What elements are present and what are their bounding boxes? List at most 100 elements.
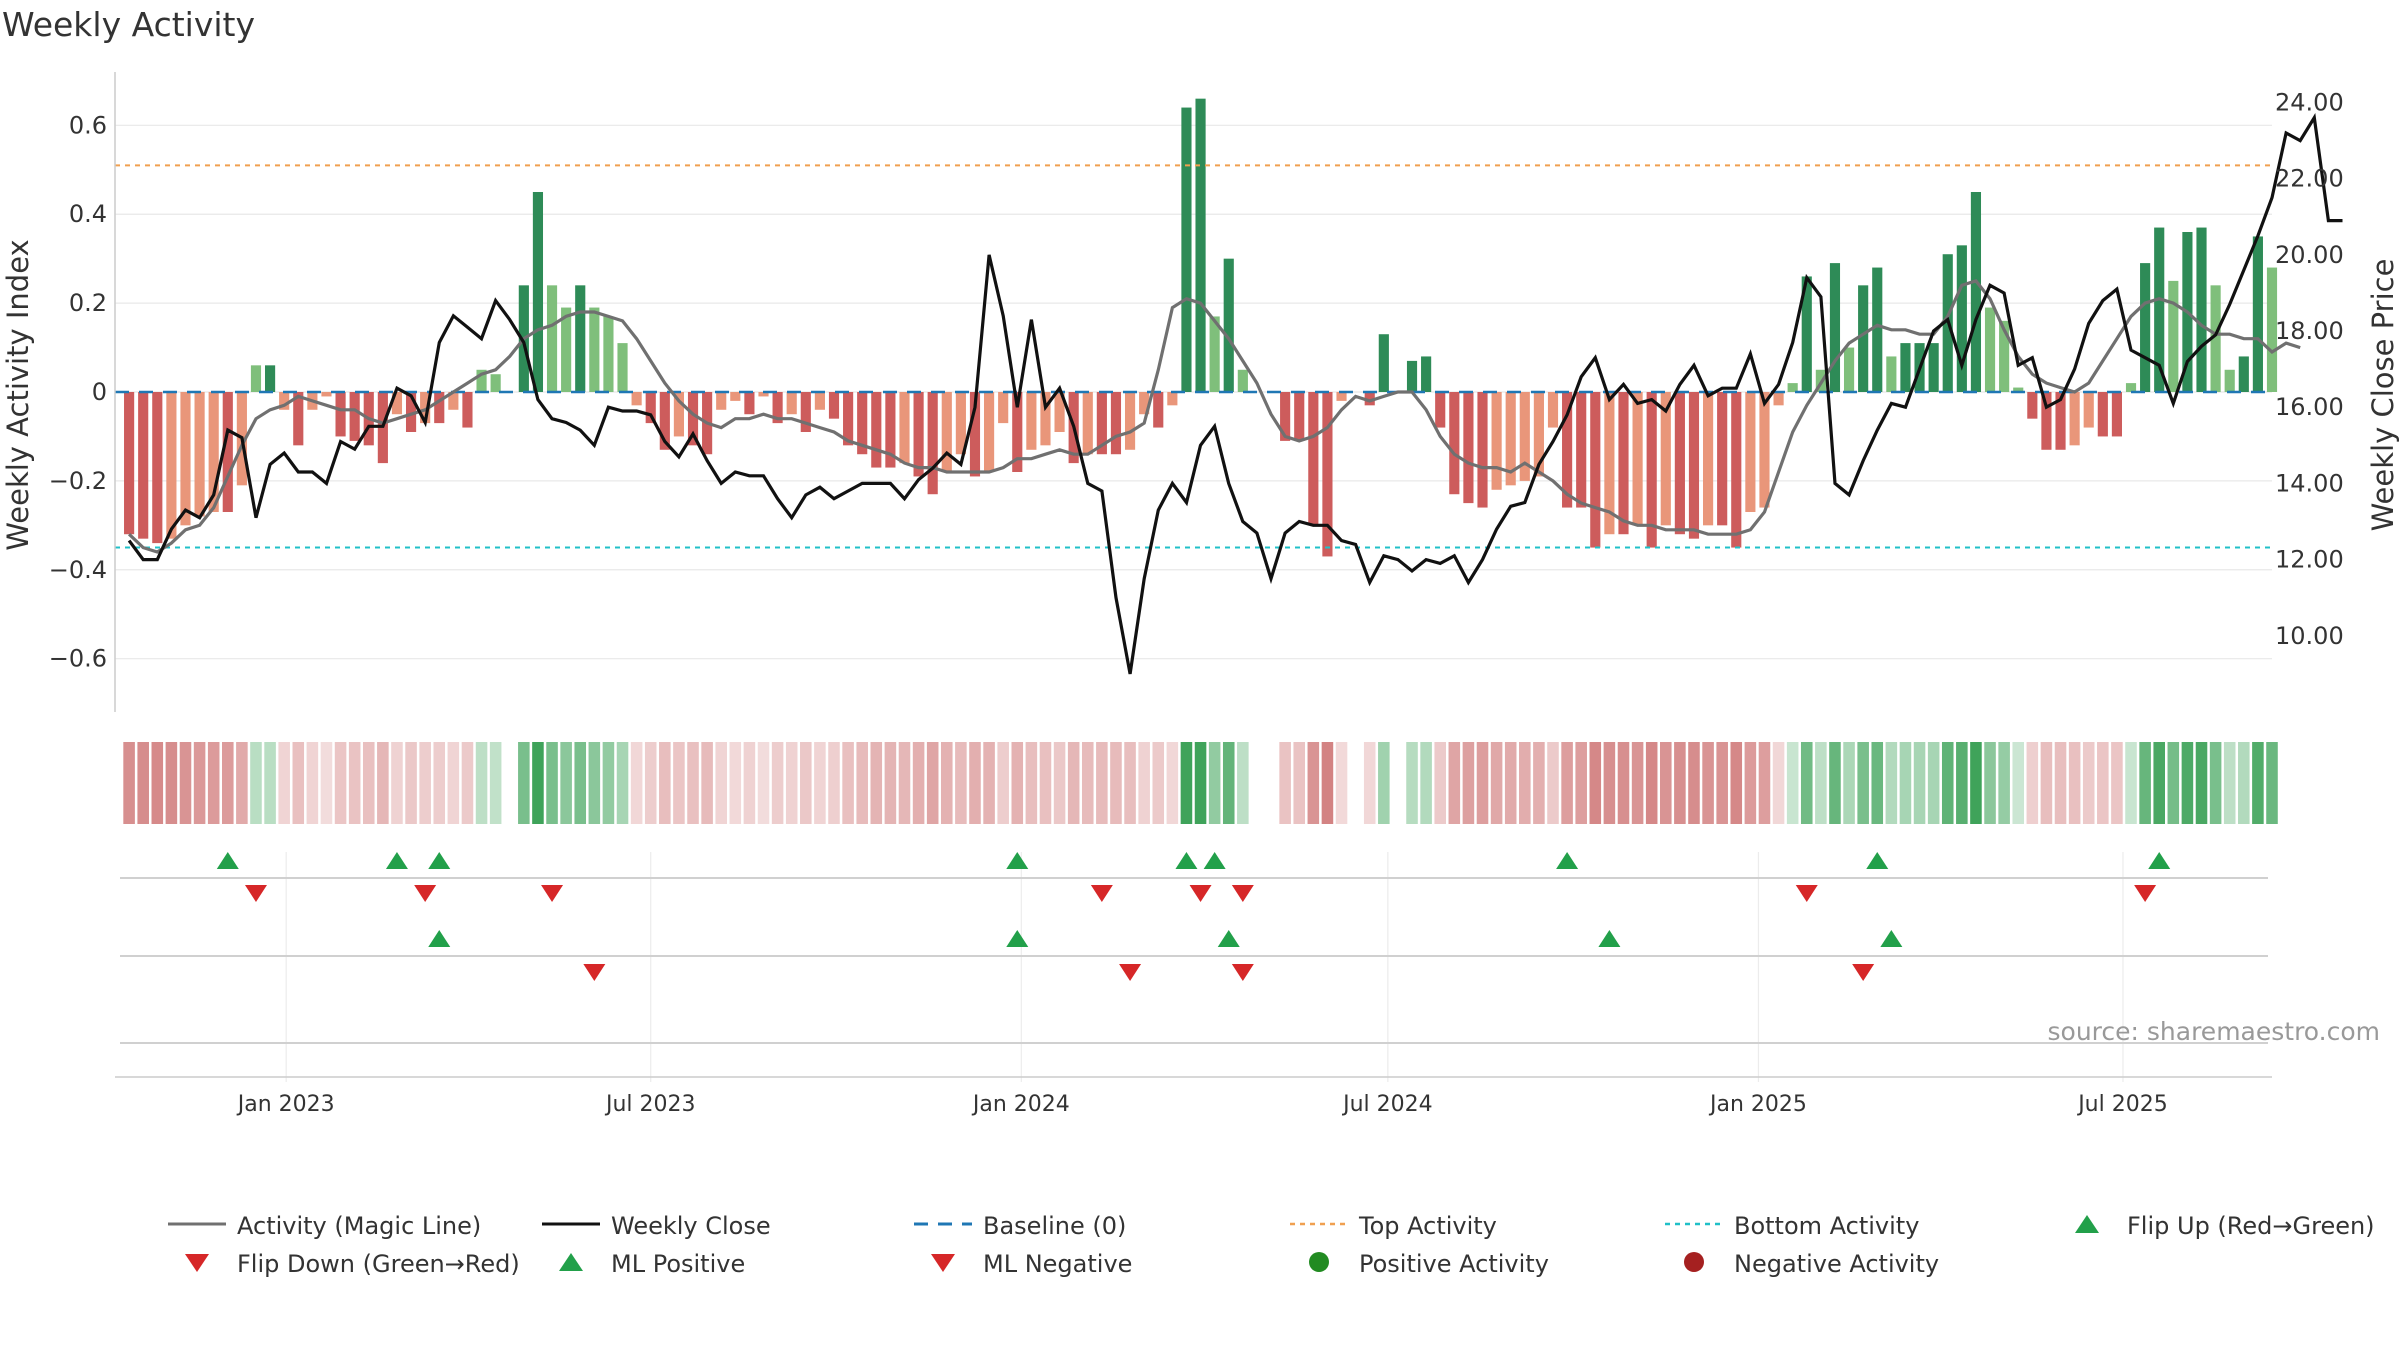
- heat-strip-cell: [912, 742, 925, 824]
- activity-bar: [1829, 263, 1841, 392]
- activity-bar: [2196, 227, 2207, 392]
- y-axis-label: Weekly Activity Index: [1, 239, 35, 550]
- heat-strip-cell: [983, 742, 995, 824]
- activity-bar: [1505, 392, 1516, 486]
- heat-strip-cell: [1222, 742, 1235, 824]
- heat-strip-cell: [659, 742, 671, 824]
- activity-bar: [2125, 383, 2137, 392]
- heat-strip-cell: [2026, 742, 2039, 824]
- activity-bar: [1449, 392, 1460, 495]
- heat-strip-cell: [222, 742, 234, 824]
- heat-strip-cell: [1998, 742, 2010, 824]
- activity-bar: [1604, 392, 1615, 535]
- heat-strip-cell: [1138, 742, 1150, 824]
- activity-bar: [1026, 392, 1037, 450]
- legend-item-baseline: Baseline (0): [914, 1212, 1126, 1240]
- heat-strip-cell: [800, 742, 812, 824]
- activity-bar: [1843, 347, 1855, 392]
- legend-item-close: Weekly Close: [542, 1212, 771, 1240]
- heat-strip-cell: [1406, 742, 1418, 824]
- heat-strip-cell: [447, 742, 460, 824]
- heat-strip-cell: [1575, 742, 1587, 824]
- activity-bar: [1406, 360, 1418, 392]
- activity-bar: [941, 392, 952, 472]
- activity-bar: [1674, 392, 1685, 535]
- heat-strip-cell: [1180, 742, 1193, 824]
- heat-strip-cell: [377, 742, 389, 824]
- heat-strip-cell: [1843, 742, 1855, 824]
- activity-bar: [2224, 369, 2235, 392]
- activity-bar: [405, 392, 417, 432]
- activity-bar: [152, 392, 163, 544]
- legend-item-bottom: Bottom Activity: [1665, 1212, 1919, 1240]
- heat-strip-cell: [1081, 742, 1094, 824]
- legend-swatch-up-triangle: [2075, 1215, 2099, 1233]
- heat-strip-cell: [151, 742, 164, 824]
- heat-strip-cell: [743, 742, 756, 824]
- heat-strip-cell: [2223, 742, 2236, 824]
- activity-bar: [984, 392, 995, 472]
- y-tick-label: 0: [92, 378, 107, 406]
- heat-strip-cell: [532, 742, 544, 824]
- heat-strip-cell: [842, 742, 854, 824]
- flip-up-marker: [1556, 852, 1579, 869]
- activity-bar: [673, 392, 684, 437]
- heat-strip-cell: [165, 742, 178, 824]
- heat-strip-cell: [489, 742, 502, 824]
- x-tick-label: Jul 2024: [1341, 1092, 1433, 1117]
- legend-label: Flip Up (Red→Green): [2127, 1212, 2375, 1240]
- activity-bar: [1956, 245, 1967, 392]
- heat-strip-cell: [560, 742, 572, 824]
- activity-bar: [1280, 392, 1291, 441]
- heat-strip-cell: [1674, 742, 1686, 824]
- activity-bar: [1872, 267, 1883, 392]
- activity-bar: [293, 392, 304, 446]
- legend-label: ML Negative: [983, 1250, 1132, 1278]
- y-tick-label: 0.2: [69, 289, 107, 317]
- heat-strip-cell: [1829, 742, 1841, 824]
- activity-bar: [1322, 392, 1333, 557]
- heat-strip-cell: [1941, 742, 1954, 824]
- activity-bar: [321, 392, 332, 397]
- activity-bar: [349, 392, 360, 441]
- flip-up-marker: [1866, 852, 1889, 869]
- y2-tick-label: 16.00: [2275, 393, 2344, 421]
- y2-tick-label: 24.00: [2275, 88, 2344, 116]
- heat-strip-cell: [1321, 742, 1334, 824]
- activity-bar: [1688, 392, 1700, 539]
- ml-positive-marker: [1598, 930, 1621, 947]
- activity-bar: [1491, 392, 1502, 490]
- activity-bar: [1533, 392, 1544, 477]
- heat-strip-cell: [419, 742, 431, 824]
- heat-strip-cell: [2139, 742, 2151, 824]
- heat-strip-cell: [1067, 742, 1080, 824]
- heat-strip-cell: [1561, 742, 1573, 824]
- activity-bar: [2154, 227, 2165, 392]
- y2-tick-label: 20.00: [2275, 241, 2344, 269]
- flip-up-marker: [385, 852, 408, 869]
- activity-bar: [1660, 392, 1671, 526]
- activity-bar: [1364, 392, 1375, 406]
- flip-up-marker: [216, 852, 239, 869]
- activity-bar: [1717, 392, 1728, 526]
- legend-item-flipup: Flip Up (Red→Green): [2075, 1212, 2375, 1240]
- flip-down-marker: [414, 885, 437, 902]
- activity-bar: [1435, 392, 1446, 428]
- x-tick-label: Jul 2025: [2076, 1092, 2168, 1117]
- legend-item-magic: Activity (Magic Line): [168, 1212, 481, 1240]
- heat-strip-cell: [1730, 742, 1743, 824]
- y2-tick-label: 22.00: [2275, 165, 2344, 193]
- y2-tick-label: 14.00: [2275, 469, 2344, 497]
- legend-swatch-positive-dot: [1309, 1252, 1329, 1272]
- flip-down-marker: [541, 885, 564, 902]
- heat-strip-cell: [1307, 742, 1320, 824]
- activity-bar: [561, 307, 572, 392]
- heat-strip-cell: [123, 742, 135, 824]
- activity-bar: [1237, 369, 1248, 392]
- heat-strip-cell: [2111, 742, 2123, 824]
- legend-item-flipdown: Flip Down (Green→Red): [185, 1250, 520, 1278]
- heat-strip-cell: [2125, 742, 2137, 824]
- y2-tick-label: 18.00: [2275, 317, 2344, 345]
- activity-bar: [2097, 392, 2108, 437]
- activity-bar: [1900, 343, 1911, 392]
